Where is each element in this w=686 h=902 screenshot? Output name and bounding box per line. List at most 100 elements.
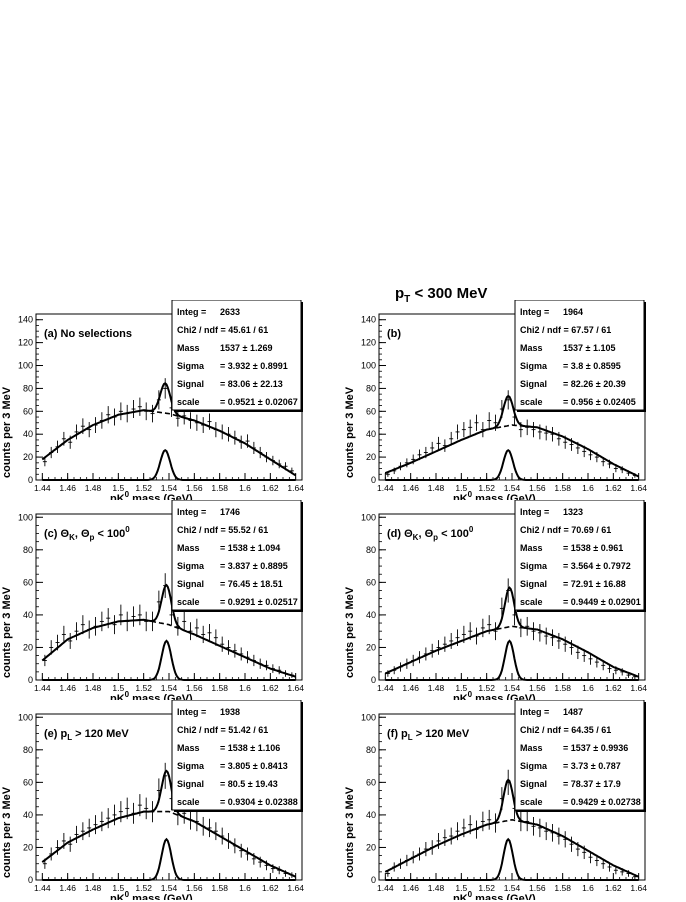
stats-name: Mass [520,543,543,553]
signal-gaussian-curve [42,837,296,881]
stats-name: scale [177,597,200,607]
x-tick-label: 1.48 [85,683,102,693]
total-fit-curve [384,586,639,678]
y-tick-label: 100 [18,512,33,522]
total-fit-curve [41,769,297,878]
x-tick-label: 1.56 [529,483,546,493]
y-axis-title: counts per 3 MeV [1,386,13,478]
x-tick-label: 1.54 [504,683,521,693]
page-title: pT < 300 MeV [395,285,488,305]
y-tick-label: 40 [366,429,376,439]
y-axis-title: counts per 3 MeV [344,786,356,878]
x-axis-title: pK0 mass (GeV) [453,490,536,500]
data-point [531,422,536,438]
stats-value: 1964 [563,307,583,317]
data-point [87,422,92,438]
data-point [544,425,549,441]
y-tick-label: 20 [23,842,33,852]
x-tick-label: 1.52 [478,883,495,893]
data-point [80,615,85,635]
data-point [556,632,561,649]
data-point [194,618,199,638]
x-tick-label: 1.56 [186,683,203,693]
background-fit-curve [384,818,639,878]
data-point [74,825,79,844]
y-axis-title: counts per 3 MeV [344,386,356,478]
data-point [226,640,231,655]
stats-name: Sigma [177,361,205,371]
histogram-f: 0 20 40 60 80 100 1.44 1.46 1.48 1.5 1.52 1.54 1.56 1… [344,700,647,900]
x-tick-label: 1.54 [504,483,521,493]
histogram-a: 0 20 40 60 80 100 120 140 1.44 1.46 1.48 1.5 1.52 1.5… [1,300,304,500]
stats-box: Integ = 1938 Chi2 / ndf = 51.42 / 61 Mass = … [171,700,303,812]
x-tick-label: 1.64 [287,883,304,893]
data-point [80,822,85,841]
data-point [61,625,66,644]
x-tick-label: 1.5 [112,483,124,493]
y-tick-label: 0 [28,675,33,685]
stats-value: = 1538 ± 1.094 [220,543,280,553]
y-tick-label: 60 [23,777,33,787]
stats-value: 1938 [220,707,240,717]
y-tick-label: 40 [23,610,33,620]
stats-name: Sigma [520,761,548,771]
x-tick-label: 1.44 [34,683,51,693]
total-fit-curve [41,382,297,477]
stats-value: = 1538 ± 0.961 [563,543,623,553]
data-point [131,400,136,419]
y-tick-label: 80 [366,383,376,393]
y-tick-label: 100 [18,361,33,371]
stats-name: Integ = [520,707,549,717]
x-tick-label: 1.58 [554,683,571,693]
x-tick-label: 1.46 [402,483,419,493]
stats-name: Signal [520,579,547,589]
data-point [449,632,454,649]
data-point [537,818,542,838]
x-tick-label: 1.46 [59,883,76,893]
y-tick-label: 120 [361,338,376,348]
y-tick-label: 40 [366,610,376,620]
x-axis-title: pK0 mass (GeV) [110,690,193,700]
signal-gaussian-curve [385,639,639,681]
stats-name: Chi2 / ndf = 70.69 / 61 [520,525,611,535]
x-tick-label: 1.48 [85,883,102,893]
data-point [531,622,536,641]
y-tick-label: 60 [23,577,33,587]
x-tick-label: 1.58 [211,683,228,693]
stats-name: Signal [520,779,547,789]
y-tick-label: 100 [18,712,33,722]
stats-name: scale [520,797,543,807]
y-tick-label: 20 [366,842,376,852]
x-tick-label: 1.58 [211,483,228,493]
y-tick-label: 20 [366,642,376,652]
data-point [175,409,180,427]
y-tick-label: 0 [371,475,376,485]
y-tick-label: 0 [28,875,33,885]
histogram-d: 0 20 40 60 80 100 1.44 1.46 1.48 1.5 1.52 1.54 1.56 1… [344,500,647,700]
y-tick-label: 40 [23,429,33,439]
y-tick-label: 80 [23,383,33,393]
stats-name: scale [520,397,543,407]
x-tick-label: 1.46 [402,683,419,693]
y-tick-label: 0 [371,675,376,685]
stats-value: = 80.5 ± 19.43 [220,779,278,789]
y-tick-label: 140 [361,315,376,325]
stats-name: Signal [177,379,204,389]
signal-gaussian-curve [42,448,296,481]
x-tick-label: 1.48 [428,883,445,893]
y-tick-label: 120 [18,338,33,348]
y-tick-label: 0 [28,475,33,485]
y-tick-label: 100 [361,512,376,522]
data-point [436,640,441,655]
data-point [144,797,149,820]
x-tick-label: 1.56 [186,883,203,893]
stats-name: Sigma [177,561,205,571]
x-tick-label: 1.62 [605,683,622,693]
y-tick-label: 80 [23,745,33,755]
x-tick-label: 1.62 [605,483,622,493]
stats-value: = 3.932 ± 0.8991 [220,361,288,371]
data-point [455,424,460,440]
y-tick-label: 0 [371,875,376,885]
x-tick-label: 1.58 [554,883,571,893]
x-tick-label: 1.44 [34,483,51,493]
